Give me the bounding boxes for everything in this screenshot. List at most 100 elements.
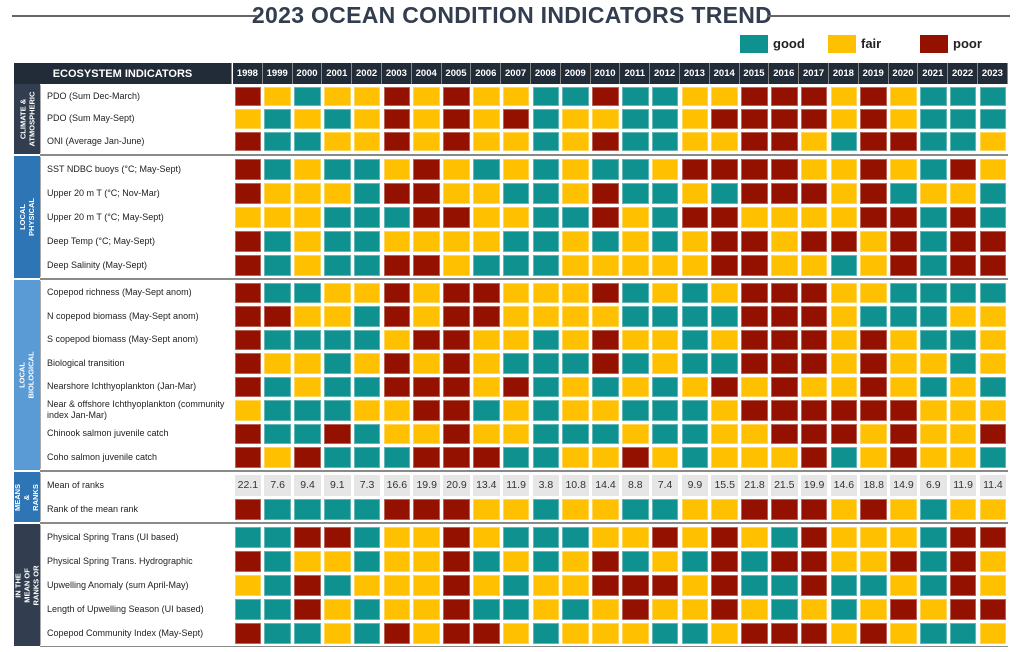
year-header: 2010 xyxy=(590,63,621,84)
year-header: 2008 xyxy=(531,63,561,84)
rating-cell-fair xyxy=(472,86,500,107)
rating-cell-fair xyxy=(681,230,709,252)
year-header: 2021 xyxy=(918,63,949,84)
rating-cell-fair xyxy=(979,622,1007,644)
rating-cell-good xyxy=(949,353,977,374)
rating-cell-poor xyxy=(443,423,470,444)
rating-cell-good xyxy=(651,131,679,152)
rating-cell-fair xyxy=(234,206,262,228)
rating-cell-poor xyxy=(323,526,351,548)
rating-cell-fair xyxy=(592,447,619,468)
rating-cell-fair xyxy=(562,158,590,180)
rating-cell-good xyxy=(621,550,649,572)
rating-cell-fair xyxy=(830,526,858,548)
rating-cell-good xyxy=(323,254,351,276)
rating-cell-fair xyxy=(592,598,619,620)
indicator-label: Rank of the mean rank xyxy=(40,497,231,521)
rating-cell-poor xyxy=(621,447,649,468)
rating-cell-poor xyxy=(443,447,470,468)
rating-cell-fair xyxy=(919,400,947,421)
mean-rank-value: 15.5 xyxy=(711,474,739,496)
rating-cell-fair xyxy=(294,109,321,129)
mean-rank-value: 14.9 xyxy=(890,474,917,496)
rating-cell-good xyxy=(979,86,1007,107)
rating-cell-good xyxy=(472,254,500,276)
rating-cell-poor xyxy=(592,550,619,572)
rating-cell-good xyxy=(562,353,590,374)
rating-cell-good xyxy=(353,182,381,204)
rating-cell-good xyxy=(890,182,917,204)
rating-cell-poor xyxy=(890,550,917,572)
rating-cell-fair xyxy=(592,400,619,421)
section-label: LOCAL BIOLOGICAL xyxy=(14,280,40,470)
rating-cell-poor xyxy=(711,574,739,596)
rating-cell-poor xyxy=(383,622,411,644)
rating-cell-fair xyxy=(502,306,530,327)
rating-cell-fair xyxy=(353,353,381,374)
rating-cell-fair xyxy=(651,353,679,374)
rating-cell-poor xyxy=(651,526,679,548)
rating-cell-fair xyxy=(383,329,411,350)
rating-cell-poor xyxy=(741,109,768,129)
rating-cell-fair xyxy=(621,622,649,644)
rating-cell-good xyxy=(502,447,530,468)
rating-cell-fair xyxy=(800,254,828,276)
rating-cell-good xyxy=(621,400,649,421)
legend-swatch-poor xyxy=(920,35,948,53)
rating-cell-poor xyxy=(234,498,262,520)
rating-cell-good xyxy=(979,282,1007,303)
mean-rank-value: 11.4 xyxy=(979,474,1007,496)
rating-cell-poor xyxy=(472,622,500,644)
rating-cell-poor xyxy=(770,353,798,374)
rating-cell-good xyxy=(532,353,560,374)
rating-cell-poor xyxy=(890,230,917,252)
rating-cell-fair xyxy=(830,86,858,107)
rating-cell-fair xyxy=(472,574,500,596)
rating-cell-good xyxy=(532,400,560,421)
rating-cell-poor xyxy=(800,182,828,204)
title-rule-left xyxy=(12,15,257,17)
section-label-text: MEANS & RANKS xyxy=(13,483,41,511)
rating-cell-fair xyxy=(830,182,858,204)
rating-cell-good xyxy=(919,498,947,520)
rating-cell-poor xyxy=(413,182,441,204)
rating-cell-fair xyxy=(234,109,262,129)
rating-cell-fair xyxy=(383,574,411,596)
rating-cell-poor xyxy=(860,131,888,152)
rating-cell-poor xyxy=(979,254,1007,276)
rating-cell-fair xyxy=(532,574,560,596)
rating-cell-poor xyxy=(979,230,1007,252)
year-header: 2013 xyxy=(680,63,710,84)
rating-cell-fair xyxy=(562,550,590,572)
rating-cell-poor xyxy=(741,306,768,327)
rating-cell-fair xyxy=(562,230,590,252)
rating-cell-fair xyxy=(592,498,619,520)
rating-cell-fair xyxy=(860,526,888,548)
year-header: 2018 xyxy=(829,63,859,84)
rating-cell-good xyxy=(830,254,858,276)
rating-cell-good xyxy=(711,353,739,374)
rating-cell-fair xyxy=(443,182,470,204)
rating-cell-fair xyxy=(323,598,351,620)
rating-cell-poor xyxy=(413,447,441,468)
rating-cell-poor xyxy=(800,550,828,572)
rating-cell-fair xyxy=(979,306,1007,327)
rating-cell-poor xyxy=(592,574,619,596)
rating-cell-good xyxy=(264,131,292,152)
rating-cell-good xyxy=(323,206,351,228)
legend-swatch-fair xyxy=(828,35,856,53)
section-label: LOCAL PHYSICAL xyxy=(14,156,40,278)
rating-cell-good xyxy=(651,109,679,129)
rating-cell-fair xyxy=(830,206,858,228)
rating-cell-poor xyxy=(383,254,411,276)
rating-cell-poor xyxy=(443,86,470,107)
rating-cell-fair xyxy=(681,182,709,204)
rating-cell-good xyxy=(532,622,560,644)
rating-cell-fair xyxy=(413,574,441,596)
rating-cell-fair xyxy=(413,423,441,444)
year-header: 2019 xyxy=(858,63,889,84)
rating-cell-good xyxy=(741,574,768,596)
rating-cell-fair xyxy=(443,254,470,276)
rating-cell-fair xyxy=(502,131,530,152)
rating-cell-good xyxy=(323,230,351,252)
